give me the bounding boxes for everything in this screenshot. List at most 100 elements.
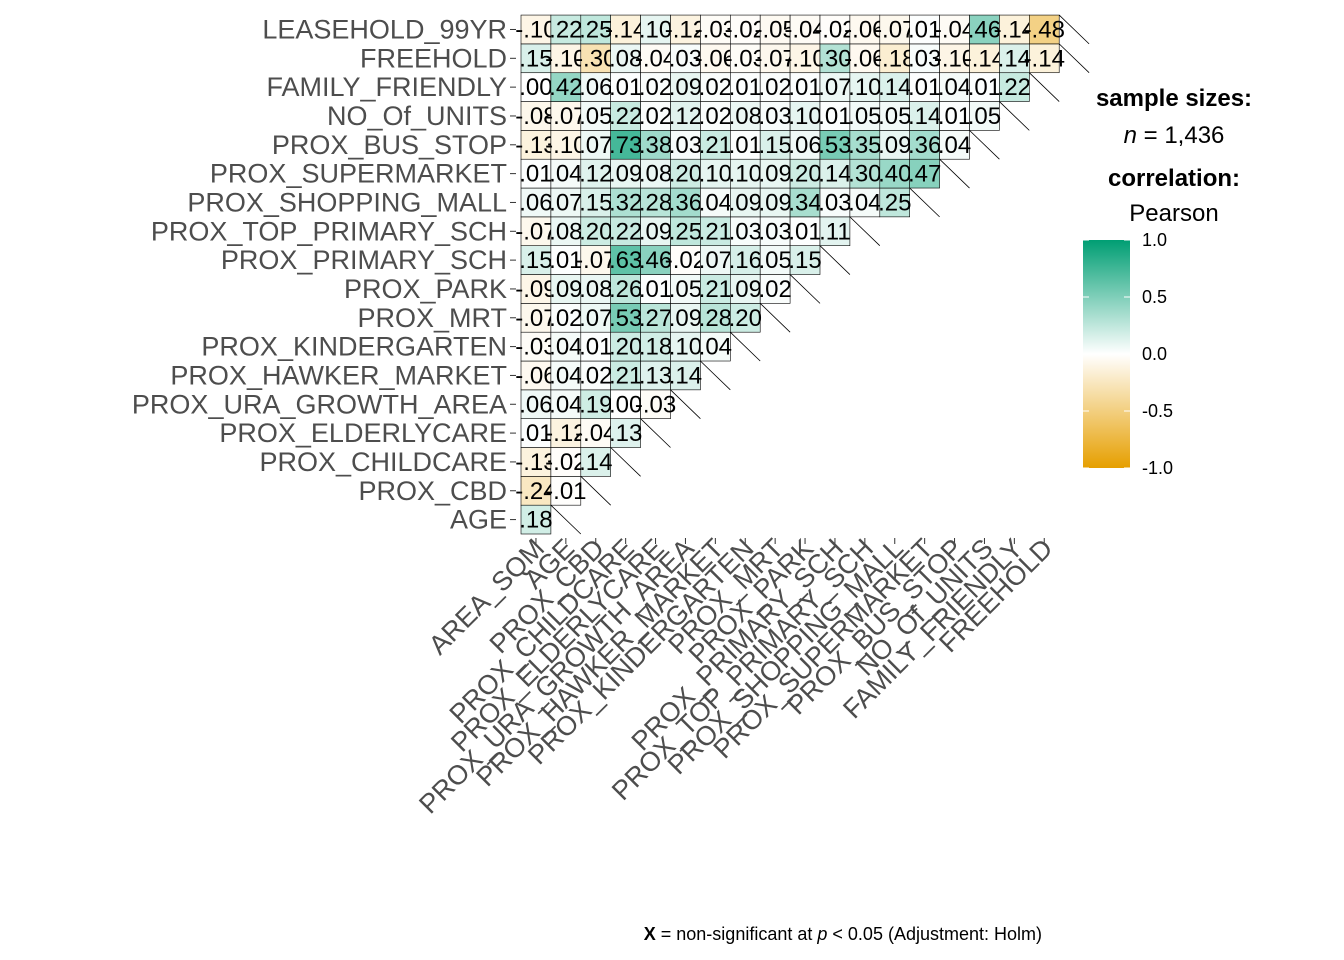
heatmap-cell [580,303,611,333]
cell-label: .11 [819,218,851,245]
heatmap-cell [550,447,582,477]
cell-label: .14 [579,449,612,476]
cell-label: .10 [639,16,672,43]
cell-label: .25 [669,218,702,245]
cell-label: .07 [579,132,612,159]
heatmap-cell [520,504,552,535]
cell-label: .05 [758,247,791,274]
cell-label: .03 [669,132,702,159]
cell-label: .02 [579,362,612,389]
nonsig-mark [789,274,821,304]
cell-label: .02 [639,74,672,101]
legend-sample-n: n = 1,436 [1124,122,1225,149]
nonsig-mark [999,101,1030,131]
cell-label: .46 [968,16,1001,43]
legend-n-value: = 1,436 [1144,122,1225,149]
cell-label: -.04 [934,16,975,43]
heatmap-cell [550,187,582,218]
cell-label: -.12 [545,420,586,447]
cell-label: .46 [639,247,672,274]
heatmap-cell [879,14,910,45]
cell-label: .01 [908,16,941,43]
heatmap-cell [550,130,582,160]
cell-label: .01 [818,103,851,130]
cell-label: .20 [669,161,702,188]
y-tick-label: PROX_KINDERGARTEN [201,332,507,362]
nonsig-mark [1058,43,1090,74]
cell-label: .00 [519,74,552,101]
cell-label: .03 [818,189,851,216]
heatmap-cell [580,130,611,160]
cell-label: -.13 [515,449,556,476]
cell-label: .10 [669,334,702,361]
heatmap-cell [759,274,791,304]
heatmap-cell [759,72,791,102]
cell-label: .06 [579,74,612,101]
cell-label: .10 [699,161,732,188]
heatmap-cell [999,14,1030,45]
x-axis-labels: AREA_SQMAGEPROX_CBDPROX_CHILDCAREPROX_EL… [413,533,1058,819]
cell-label: -.04 [575,420,616,447]
y-tick-label: PROX_PARK [344,274,507,304]
heatmap-cell [969,72,1000,102]
cell-label: .08 [549,218,582,245]
cell-label: .04 [699,334,732,361]
cell-label: -.04 [635,45,676,72]
heatmap-cell [999,72,1030,102]
cell-label: -.13 [515,132,556,159]
cell-label: .38 [639,132,672,159]
cell-label: .01 [729,74,762,101]
heatmap-cell [610,14,641,45]
heatmap-cell [610,360,641,391]
cell-label: .14 [998,45,1031,72]
cell-label: .01 [579,334,612,361]
cell-label: .53 [818,132,851,159]
heatmap-cell [610,245,641,275]
heatmap-cell [640,187,671,218]
cell-label: .21 [699,276,732,303]
cell-label: -.14 [605,16,646,43]
heatmap-cell [729,274,761,304]
colorbar-tick-label: 0.5 [1142,287,1167,307]
heatmap-cell [610,418,641,448]
heatmap-cell [1029,43,1060,74]
heatmap-cell [610,101,641,131]
caption-text-mid: = non-significant at [661,924,813,944]
heatmap-cell [520,303,552,333]
cell-label: .14 [669,362,702,389]
cell-label: .22 [609,218,642,245]
heatmap-cell [640,158,671,189]
cell-label: -.14 [1024,45,1065,72]
heatmap-cell [670,274,701,304]
cell-label: .10 [848,74,881,101]
heatmap-cell [640,245,671,275]
cell-label: -.10 [545,45,586,72]
cell-label: .04 [938,74,971,101]
cell-label: .32 [609,189,642,216]
cell-label: -.02 [725,16,766,43]
heatmap-cell [700,130,731,160]
heatmap-cell [670,72,701,102]
heatmap-cell [759,101,791,131]
caption-p-symbol: p [816,924,827,944]
heatmap-cell [520,274,552,304]
heatmap-cell [729,43,761,74]
cell-label: .01 [609,74,642,101]
legend-corr-title: correlation: [1108,165,1240,192]
cell-label: .22 [609,103,642,130]
heatmap-cell [700,331,731,362]
cell-label: -.14 [994,16,1035,43]
cell-label: .09 [729,189,762,216]
nonsig-mark [640,418,671,448]
cell-label: -.10 [784,45,825,72]
cell-label: .12 [579,161,612,188]
cell-label: .15 [579,189,612,216]
cell-label: .03 [669,45,702,72]
nonsig-mark [939,158,970,189]
cell-label: .01 [639,276,672,303]
heatmap-cell [670,360,701,391]
cell-label: .03 [758,218,791,245]
cell-label: .14 [818,161,851,188]
heatmap-cell [939,72,970,102]
heatmap-cell [849,187,881,218]
